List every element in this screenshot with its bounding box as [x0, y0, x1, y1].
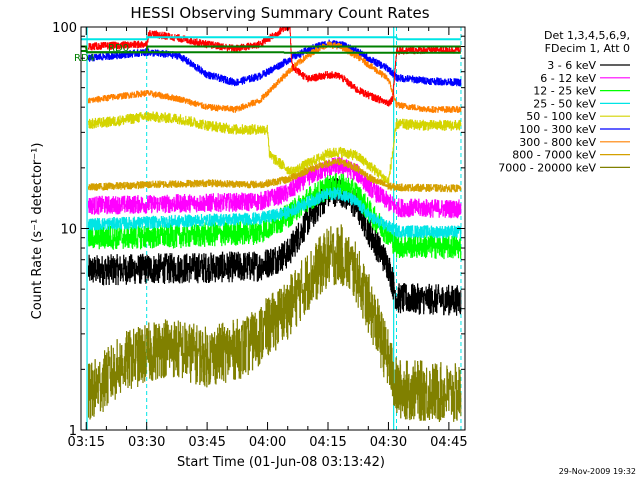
series-line-6: [88, 41, 462, 113]
series-line-0: [88, 177, 462, 316]
legend-header-line-2: FDecim 1, Att 0: [545, 42, 630, 55]
legend-label-5: 100 - 300 keV: [519, 123, 596, 136]
series-layer: [88, 39, 462, 422]
legend-label-0: 3 - 6 keV: [547, 59, 596, 72]
legend-header-line-1: Det 1,3,4,5,6,9,: [544, 29, 630, 42]
legend-label-4: 50 - 100 keV: [526, 110, 596, 123]
overlay-line-3: [81, 36, 461, 41]
x-tick-label-0: 03:15: [68, 435, 105, 450]
x-tick-label-6: 04:45: [430, 435, 467, 450]
overlay-layer: [81, 27, 462, 107]
legend-label-6: 300 - 800 keV: [519, 136, 596, 149]
series-line-8: [88, 224, 462, 422]
x-tick-label-4: 04:15: [309, 435, 346, 450]
y-tick-label-1: 10: [60, 223, 77, 238]
y-axis-label: Count Rate (s⁻¹ detector⁻¹): [30, 143, 45, 320]
overlay-line-0: [88, 27, 462, 107]
series-line-2: [88, 173, 462, 260]
legend-label-2: 12 - 25 keV: [533, 85, 596, 98]
series-line-4: [88, 111, 462, 187]
legend-label-7: 800 - 7000 keV: [512, 149, 596, 162]
x-tick-label-5: 04:30: [370, 435, 407, 450]
legend-label-8: 7000 - 20000 keV: [498, 161, 596, 174]
timestamp: 29-Nov-2009 19:32: [559, 467, 636, 476]
overlay-line-2: [81, 50, 461, 54]
x-axis-label: Start Time (01-Jun-08 03:13:42): [177, 455, 385, 470]
chart-title: HESSI Observing Summary Count Rates: [130, 4, 429, 22]
annotation-rd0: RD0: [108, 43, 129, 54]
series-line-1: [88, 156, 462, 219]
series-line-5: [88, 39, 462, 87]
y-tick-label-0: 1: [69, 424, 77, 439]
y-tick-label-2: 100: [52, 21, 77, 36]
axes: 03:15 03:30 03:45 04:00 04:15 04:30 04:45 1 10 10…: [52, 21, 467, 450]
x-tick-label-1: 03:30: [128, 435, 165, 450]
x-tick-label-2: 03:45: [188, 435, 225, 450]
series-line-7: [88, 157, 462, 193]
series-line-3: [88, 187, 462, 239]
legend: Det 1,3,4,5,6,9, FDecim 1, Att 0 3 - 6 k…: [498, 29, 630, 174]
legend-label-1: 6 - 12 keV: [540, 72, 596, 85]
legend-label-3: 25 - 50 keV: [533, 97, 596, 110]
x-tick-label-3: 04:00: [249, 435, 286, 450]
